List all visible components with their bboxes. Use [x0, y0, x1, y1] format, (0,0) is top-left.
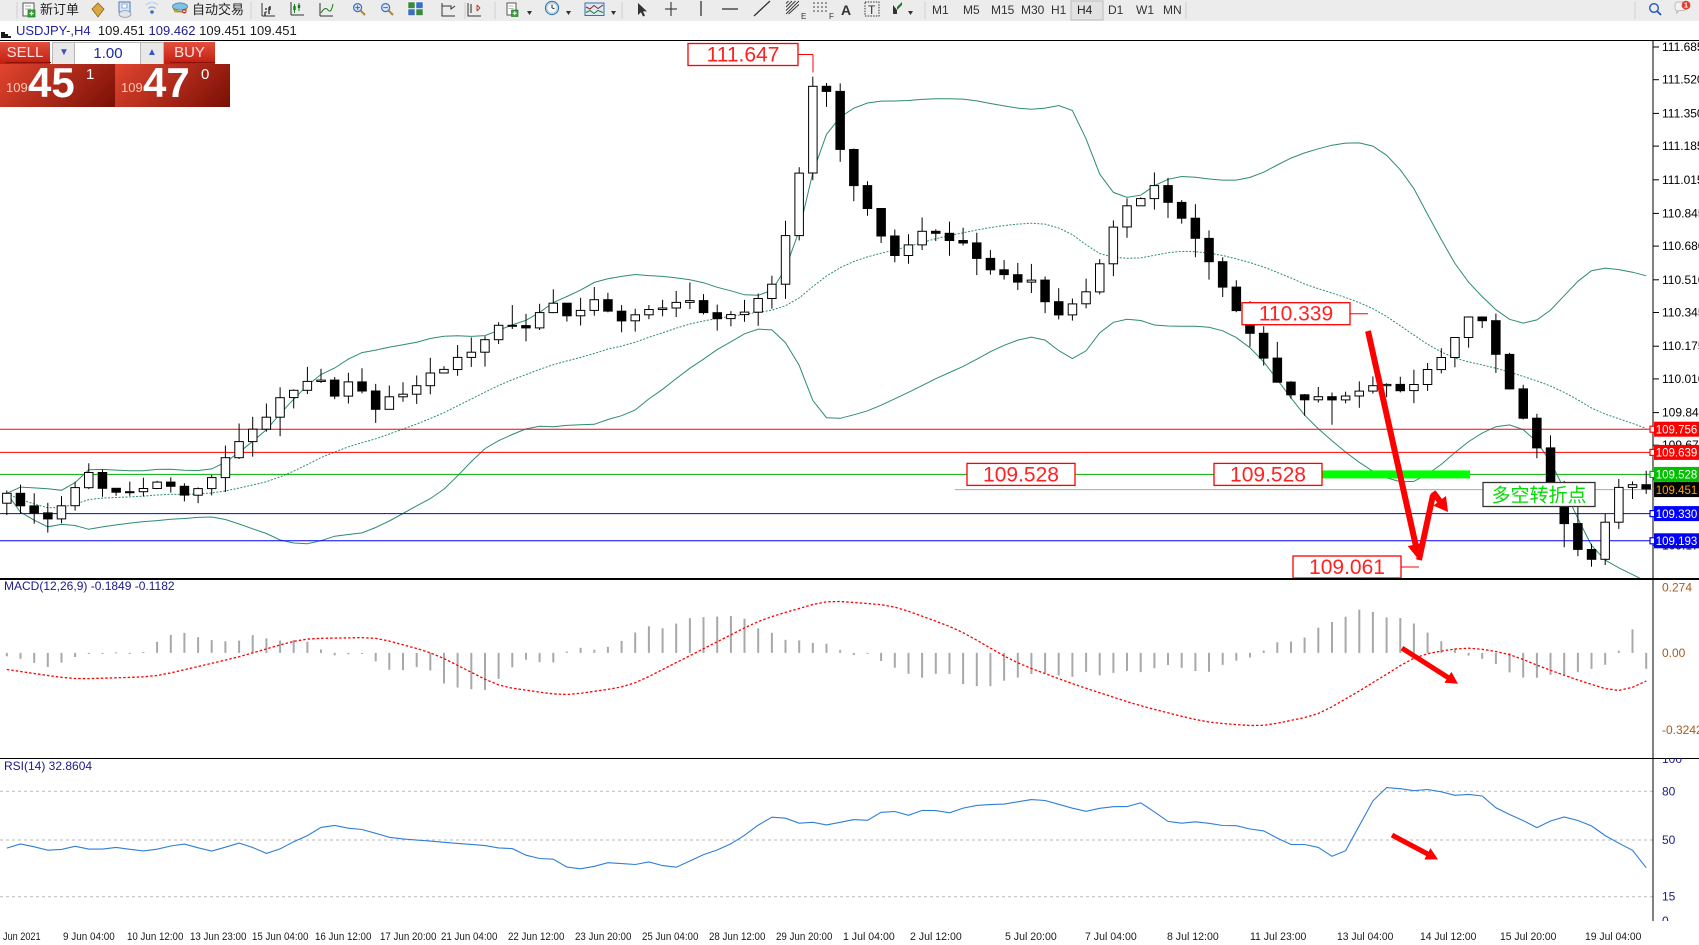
svg-text:T: T: [868, 3, 876, 17]
svg-text:17 Jun 20:00: 17 Jun 20:00: [380, 931, 436, 943]
svg-text:F: F: [829, 12, 834, 21]
svg-text:25 Jun 04:00: 25 Jun 04:00: [642, 931, 698, 943]
svg-text:110.339: 110.339: [1259, 303, 1333, 326]
svg-text:10 Jun 12:00: 10 Jun 12:00: [127, 931, 183, 943]
svg-text:21 Jun 04:00: 21 Jun 04:00: [441, 931, 497, 943]
svg-text:13 Jun 23:00: 13 Jun 23:00: [190, 931, 246, 943]
svg-text:15 Jul 20:00: 15 Jul 20:00: [1500, 931, 1556, 943]
svg-text:28 Jun 12:00: 28 Jun 12:00: [709, 931, 765, 943]
svg-text:MN: MN: [1163, 3, 1182, 17]
svg-text:109.528: 109.528: [983, 463, 1059, 486]
svg-text:2 Jul 12:00: 2 Jul 12:00: [910, 931, 962, 943]
svg-text:11 Jul 23:00: 11 Jul 23:00: [1250, 931, 1306, 943]
svg-text:29 Jun 20:00: 29 Jun 20:00: [776, 931, 832, 943]
svg-text:16 Jun 12:00: 16 Jun 12:00: [315, 931, 371, 943]
svg-text:Jun 2021: Jun 2021: [3, 931, 41, 943]
svg-text:8 Jul 12:00: 8 Jul 12:00: [1167, 931, 1219, 943]
svg-text:M30: M30: [1021, 3, 1045, 17]
svg-text:D1: D1: [1108, 3, 1124, 17]
svg-text:1: 1: [1684, 1, 1688, 10]
svg-text:A: A: [841, 2, 851, 18]
svg-text:M1: M1: [932, 3, 949, 17]
svg-text:H4: H4: [1077, 3, 1093, 17]
svg-text:H1: H1: [1051, 3, 1067, 17]
svg-text:0.00: 0.00: [1662, 646, 1686, 660]
svg-text:9 Jun 04:00: 9 Jun 04:00: [63, 931, 115, 943]
svg-text:E: E: [801, 12, 806, 21]
svg-text:100: 100: [1662, 758, 1682, 766]
svg-text:RSI(14) 32.8604: RSI(14) 32.8604: [4, 759, 92, 773]
svg-text:13 Jul 04:00: 13 Jul 04:00: [1337, 931, 1393, 943]
svg-text:-0.3242: -0.3242: [1662, 723, 1699, 737]
svg-text:50: 50: [1662, 833, 1676, 847]
svg-text:22 Jun 12:00: 22 Jun 12:00: [508, 931, 564, 943]
svg-text:19 Jul 04:00: 19 Jul 04:00: [1585, 931, 1641, 943]
svg-text:109.528: 109.528: [1230, 463, 1306, 486]
svg-text:5 Jul 20:00: 5 Jul 20:00: [1005, 931, 1057, 943]
svg-text:23 Jun 20:00: 23 Jun 20:00: [575, 931, 631, 943]
svg-text:M5: M5: [963, 3, 980, 17]
svg-text:新订单: 新订单: [40, 2, 79, 17]
svg-text:109.061: 109.061: [1309, 556, 1385, 579]
svg-text:15: 15: [1662, 890, 1676, 904]
svg-text:111.647: 111.647: [707, 44, 780, 67]
svg-text:7 Jul 04:00: 7 Jul 04:00: [1085, 931, 1137, 943]
svg-text:1 Jul 04:00: 1 Jul 04:00: [843, 931, 895, 943]
svg-text:自动交易: 自动交易: [192, 2, 244, 17]
svg-text:多空转折点: 多空转折点: [1491, 485, 1586, 507]
svg-text:M15: M15: [991, 3, 1015, 17]
svg-text:MACD(12,26,9) -0.1849 -0.1182: MACD(12,26,9) -0.1849 -0.1182: [4, 579, 175, 593]
svg-text:14 Jul 12:00: 14 Jul 12:00: [1420, 931, 1476, 943]
svg-text:0.274: 0.274: [1662, 581, 1692, 595]
svg-text:0: 0: [1662, 914, 1669, 921]
svg-text:80: 80: [1662, 784, 1676, 798]
svg-text:15 Jun 04:00: 15 Jun 04:00: [252, 931, 308, 943]
svg-text:W1: W1: [1136, 3, 1154, 17]
